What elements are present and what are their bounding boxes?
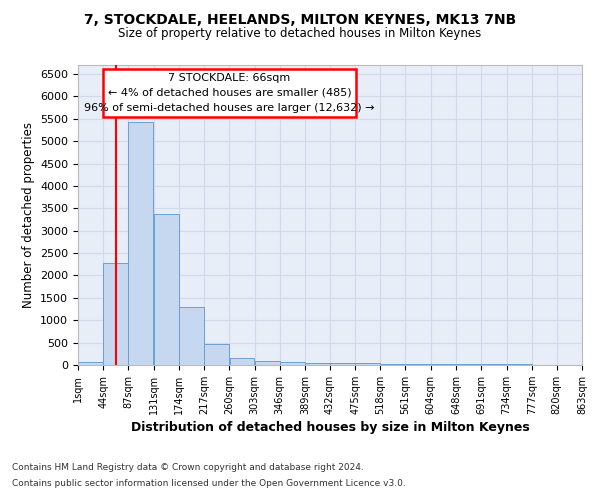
Bar	[78, 362, 103, 365]
Bar	[380, 364, 405, 365]
Bar	[128, 122, 153, 365]
Bar	[154, 214, 179, 365]
Bar	[457, 364, 481, 365]
Text: Contains HM Land Registry data © Crown copyright and database right 2024.: Contains HM Land Registry data © Crown c…	[12, 464, 364, 472]
Bar	[230, 358, 254, 365]
Bar	[255, 361, 280, 365]
Text: Contains public sector information licensed under the Open Government Licence v3: Contains public sector information licen…	[12, 478, 406, 488]
Bar	[205, 344, 229, 365]
Text: 7, STOCKDALE, HEELANDS, MILTON KEYNES, MK13 7NB: 7, STOCKDALE, HEELANDS, MILTON KEYNES, M…	[84, 12, 516, 26]
Bar	[103, 264, 128, 365]
X-axis label: Distribution of detached houses by size in Milton Keynes: Distribution of detached houses by size …	[131, 421, 529, 434]
FancyBboxPatch shape	[103, 68, 356, 117]
Bar	[280, 362, 305, 365]
Bar	[179, 307, 204, 365]
Bar	[482, 364, 506, 365]
Text: ← 4% of detached houses are smaller (485): ← 4% of detached houses are smaller (485…	[107, 88, 351, 98]
Bar	[406, 364, 430, 365]
Bar	[330, 363, 355, 365]
Bar	[507, 364, 532, 365]
Text: Size of property relative to detached houses in Milton Keynes: Size of property relative to detached ho…	[118, 28, 482, 40]
Bar	[305, 363, 330, 365]
Y-axis label: Number of detached properties: Number of detached properties	[22, 122, 35, 308]
Bar	[355, 364, 380, 365]
Text: 96% of semi-detached houses are larger (12,632) →: 96% of semi-detached houses are larger (…	[84, 102, 374, 113]
Text: 7 STOCKDALE: 66sqm: 7 STOCKDALE: 66sqm	[169, 74, 290, 84]
Bar	[431, 364, 455, 365]
